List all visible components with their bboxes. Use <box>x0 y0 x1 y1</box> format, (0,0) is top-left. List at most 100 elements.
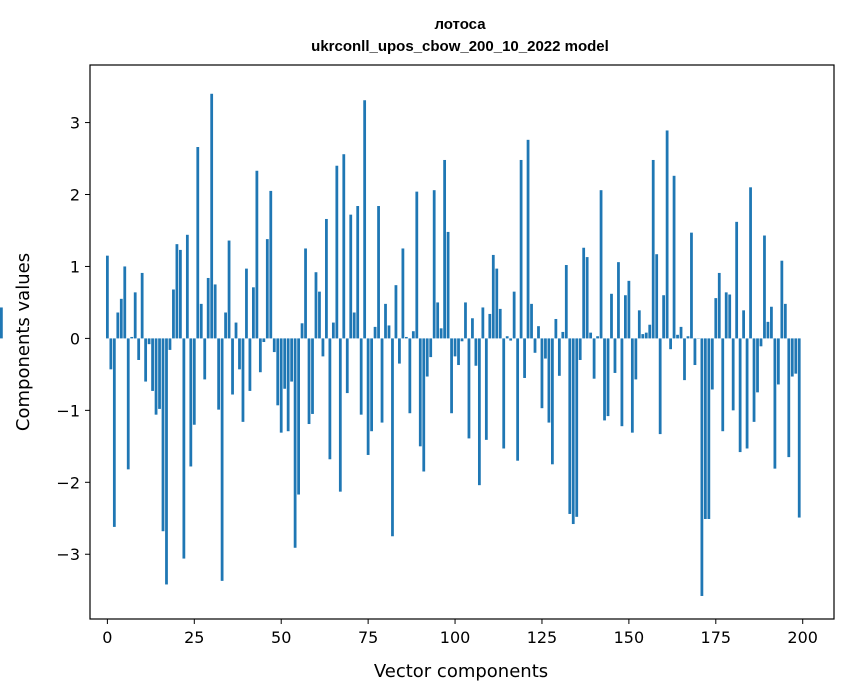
bar <box>471 318 474 339</box>
bar <box>255 170 259 339</box>
bar <box>634 338 638 380</box>
x-axis-label: Vector components <box>374 661 548 682</box>
bars-layer <box>0 93 801 596</box>
bar <box>415 191 419 339</box>
bar <box>693 338 697 366</box>
bar <box>606 338 610 417</box>
bar <box>224 312 227 339</box>
bar <box>314 272 318 339</box>
bar <box>429 338 433 358</box>
bar <box>488 313 492 339</box>
bar <box>283 338 287 389</box>
bar <box>185 234 189 339</box>
bar <box>519 159 523 339</box>
x-tick-label: 100 <box>440 628 471 647</box>
x-tick-label: 75 <box>358 628 378 647</box>
bar <box>192 338 196 425</box>
y-tick-label: −1 <box>56 401 80 420</box>
chart-subtitle: ukrconll_upos_cbow_200_10_2022 model <box>311 38 609 55</box>
bar <box>387 325 391 339</box>
bar <box>345 338 349 394</box>
bar <box>109 338 113 370</box>
bar <box>547 338 551 423</box>
bar <box>544 338 547 359</box>
bar <box>182 338 186 559</box>
bar <box>467 338 471 439</box>
bar <box>206 277 210 339</box>
bar <box>425 338 429 377</box>
bar <box>380 338 384 423</box>
bar <box>717 272 721 339</box>
bar <box>523 338 526 378</box>
bar <box>498 308 502 339</box>
x-tick-label: 125 <box>527 628 558 647</box>
bar <box>624 295 627 339</box>
bar <box>641 334 645 339</box>
bar <box>540 338 544 409</box>
y-tick-label: 2 <box>70 186 80 205</box>
bar <box>126 338 130 470</box>
bar <box>252 287 255 339</box>
bar <box>318 291 321 339</box>
bar <box>464 302 467 339</box>
bar <box>610 293 613 339</box>
bar <box>213 284 217 339</box>
bar <box>391 338 394 537</box>
bar <box>617 262 620 339</box>
bar <box>311 338 314 414</box>
bar <box>123 266 127 339</box>
bar <box>557 338 561 376</box>
bar <box>721 338 725 432</box>
plot-frame <box>89 64 835 620</box>
bar <box>780 260 784 339</box>
bar <box>356 206 360 339</box>
bar <box>328 338 332 460</box>
bar <box>679 326 683 339</box>
bar <box>724 292 728 339</box>
chart-title: лотоса <box>434 16 486 33</box>
bar <box>603 338 606 421</box>
bar <box>505 336 509 339</box>
bar <box>484 338 488 440</box>
bar <box>210 93 214 339</box>
bar <box>443 159 447 339</box>
bar <box>0 307 3 339</box>
bar <box>238 338 241 370</box>
bar <box>665 130 669 339</box>
bar <box>196 147 200 339</box>
bar <box>759 338 763 347</box>
bar <box>533 338 537 353</box>
bar <box>349 214 353 339</box>
bar <box>676 334 679 339</box>
bar <box>592 338 596 379</box>
bar <box>220 338 224 581</box>
bar <box>130 336 134 339</box>
y-tick-label: 1 <box>70 257 80 276</box>
bar <box>279 338 283 433</box>
bar <box>234 322 238 339</box>
bar <box>585 257 589 339</box>
bar <box>728 294 732 339</box>
bar <box>481 307 485 339</box>
y-tick-label: −2 <box>56 473 80 492</box>
bar <box>373 326 377 339</box>
bar <box>276 338 280 406</box>
bar <box>151 338 154 391</box>
bar <box>571 338 575 525</box>
bar <box>161 338 165 532</box>
bar <box>439 328 443 339</box>
bar <box>738 338 742 453</box>
bar <box>290 338 294 382</box>
x-tick-label: 0 <box>102 628 112 647</box>
bar <box>245 268 248 339</box>
bar <box>307 338 311 425</box>
bar <box>686 336 690 339</box>
bar <box>363 100 367 339</box>
bar <box>140 272 144 339</box>
bar <box>491 254 495 339</box>
bar <box>398 338 401 364</box>
bar <box>731 338 735 411</box>
bar <box>669 338 672 350</box>
bar <box>457 338 460 366</box>
